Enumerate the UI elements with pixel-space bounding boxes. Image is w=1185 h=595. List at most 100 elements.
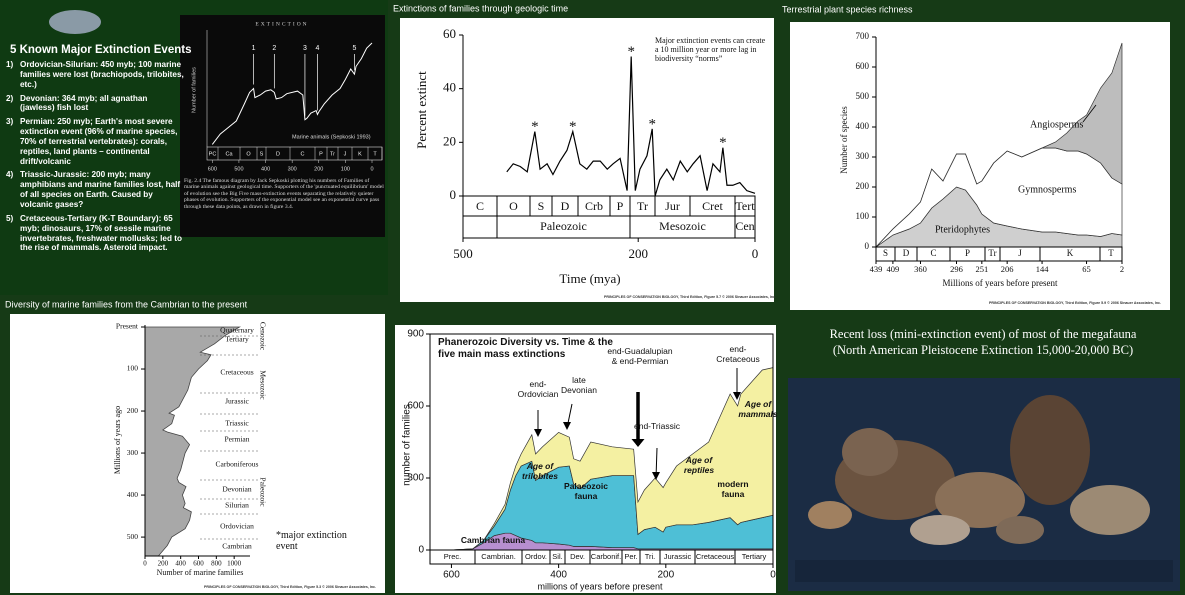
period-label: Sil. (552, 552, 562, 561)
annotation: end-Guadalupian & end-Permian (607, 347, 673, 366)
x-tick-label: 400 (550, 570, 567, 581)
age-label-box: Age of mammals (738, 400, 777, 419)
series-label: Cambrian fauna (460, 536, 526, 545)
period-bar (875, 246, 1123, 262)
period-label: Carboniferous (216, 460, 259, 469)
period-label: Cambrian (222, 542, 252, 551)
period-label: Carbonif. (591, 552, 621, 561)
period-label: Prec. (444, 552, 462, 561)
annotation: end-Triassic (634, 422, 680, 431)
period-label: D (561, 199, 570, 213)
x-tick-label: 296 (950, 264, 963, 274)
x-tick-label: 251 (975, 264, 988, 274)
period-label: PC (209, 151, 217, 157)
list-item: 2) Devonian: 364 myb; all agnathan (jawle… (6, 94, 184, 114)
era-label: Mesozoic (258, 370, 267, 400)
x-tick-label: 600 (208, 166, 217, 172)
x-tick-label: 400 (175, 560, 186, 568)
age-label-box: Age of trilobites (522, 462, 558, 481)
series-label-box: Palaeozoic fauna (564, 482, 608, 501)
item-text: Cretaceous-Tertiary (K-T Boundary): 65 m… (20, 213, 182, 253)
period-label: J (344, 151, 347, 157)
era-label: Paleozoic (540, 219, 587, 233)
y-axis-label: Percent extinct (414, 71, 429, 149)
arrow-head (652, 472, 660, 480)
panel (400, 18, 774, 302)
megafauna-title-box: Recent loss (mini-extinction event) of m… (829, 327, 1137, 358)
x-tick-label: 200 (657, 570, 674, 581)
event-label: 4 (315, 45, 319, 52)
x-tick-label: 2 (1120, 264, 1124, 274)
item-number: 1) (6, 60, 14, 69)
period-label: K (1067, 248, 1074, 258)
x-axis-label: Time (mya) (559, 271, 620, 286)
y-tick-label: 300 (127, 448, 139, 457)
x-tick-label: 0 (770, 570, 776, 581)
item-number: 3) (6, 117, 14, 127)
era-label: Cenozoic (258, 322, 267, 351)
y-axis-label: Number of families (191, 67, 197, 113)
y-tick-label: 600 (407, 401, 424, 412)
period-label: Crb (585, 199, 603, 213)
annotation-box: end-Ordovician (518, 380, 559, 399)
data-line (211, 42, 373, 145)
period-label: Cambrian. (481, 552, 516, 561)
megafauna-title: Recent loss (mini-extinction event) of m… (829, 327, 1137, 358)
y-tick-label: 900 (407, 329, 424, 340)
event-label: 3 (303, 45, 307, 52)
period-label: O (509, 199, 518, 213)
period-label: S (538, 199, 545, 213)
y-tick-label: 0 (865, 241, 870, 251)
y-tick-label: 600 (856, 61, 870, 71)
x-tick-label: 0 (143, 560, 147, 568)
event-marker: * (569, 119, 577, 135)
list-item: 1) Ordovician-Silurian: 450 myb; 100 mari… (6, 60, 184, 90)
period-label: Tr (988, 248, 996, 258)
period-label: Dev. (570, 552, 585, 561)
arrow-head (563, 422, 571, 430)
series-label: modern fauna (717, 480, 749, 499)
period-label: Tri. (645, 552, 656, 561)
period-label: D (276, 151, 280, 157)
annotation-box: end-Triassic (634, 422, 680, 431)
caption-box: Fig. 2.4 The famous diagram by Jack Sepk… (184, 178, 384, 210)
annotation: Marine animals (Sepkoski 1993) (292, 134, 371, 140)
era-label: Paleozoic (258, 477, 267, 507)
x-axis-label: Number of marine families (157, 568, 244, 577)
y-tick-label: 400 (856, 121, 870, 131)
cat (808, 501, 852, 529)
y-tick-label: 40 (443, 80, 456, 95)
arrow-head (631, 439, 645, 447)
series-label: Pteridophytes (935, 224, 990, 235)
x-tick-label: 200 (158, 560, 169, 568)
arrow-head (733, 392, 741, 400)
x-tick-label: 600 (443, 570, 460, 581)
period-label: P (617, 199, 624, 213)
series-label: Gymnosperms (1018, 184, 1076, 195)
horse (1070, 485, 1150, 535)
event-marker: * (531, 119, 539, 135)
x-tick-label: 600 (193, 560, 204, 568)
intro-list: 1) Ordovician-Silurian: 450 myb; 100 mari… (6, 60, 184, 253)
y-axis-label: Millions of years ago (113, 406, 122, 474)
period-label: Ca (225, 151, 233, 157)
item-text: Triassic-Jurassic: 200 myb; many amphibi… (20, 170, 181, 209)
bison (935, 472, 1025, 528)
period-table (462, 195, 756, 239)
period-label: Tr (330, 151, 335, 157)
credit: PRINCIPLES OF CONSERVATION BIOLOGY, Thir… (989, 301, 1161, 305)
glyptodont (910, 515, 970, 545)
y-axis-label: number of families (402, 404, 413, 486)
period-label: Ordov. (525, 552, 547, 561)
y-axis-label: Number of species (839, 106, 849, 174)
event-label: 1 (252, 45, 256, 52)
era-label: Cen (735, 219, 754, 233)
y-tick-label: 400 (127, 490, 139, 499)
age-label: Age of trilobites (522, 462, 558, 481)
annotation-box: end-Cretaceous (716, 345, 760, 364)
x-tick-label: 0 (752, 246, 759, 261)
credit: PRINCIPLES OF CONSERVATION BIOLOGY, Thir… (604, 295, 776, 299)
x-tick-label: 200 (314, 166, 323, 172)
annotation: end-Cretaceous (716, 345, 760, 364)
y-tick-label: 60 (443, 26, 456, 41)
